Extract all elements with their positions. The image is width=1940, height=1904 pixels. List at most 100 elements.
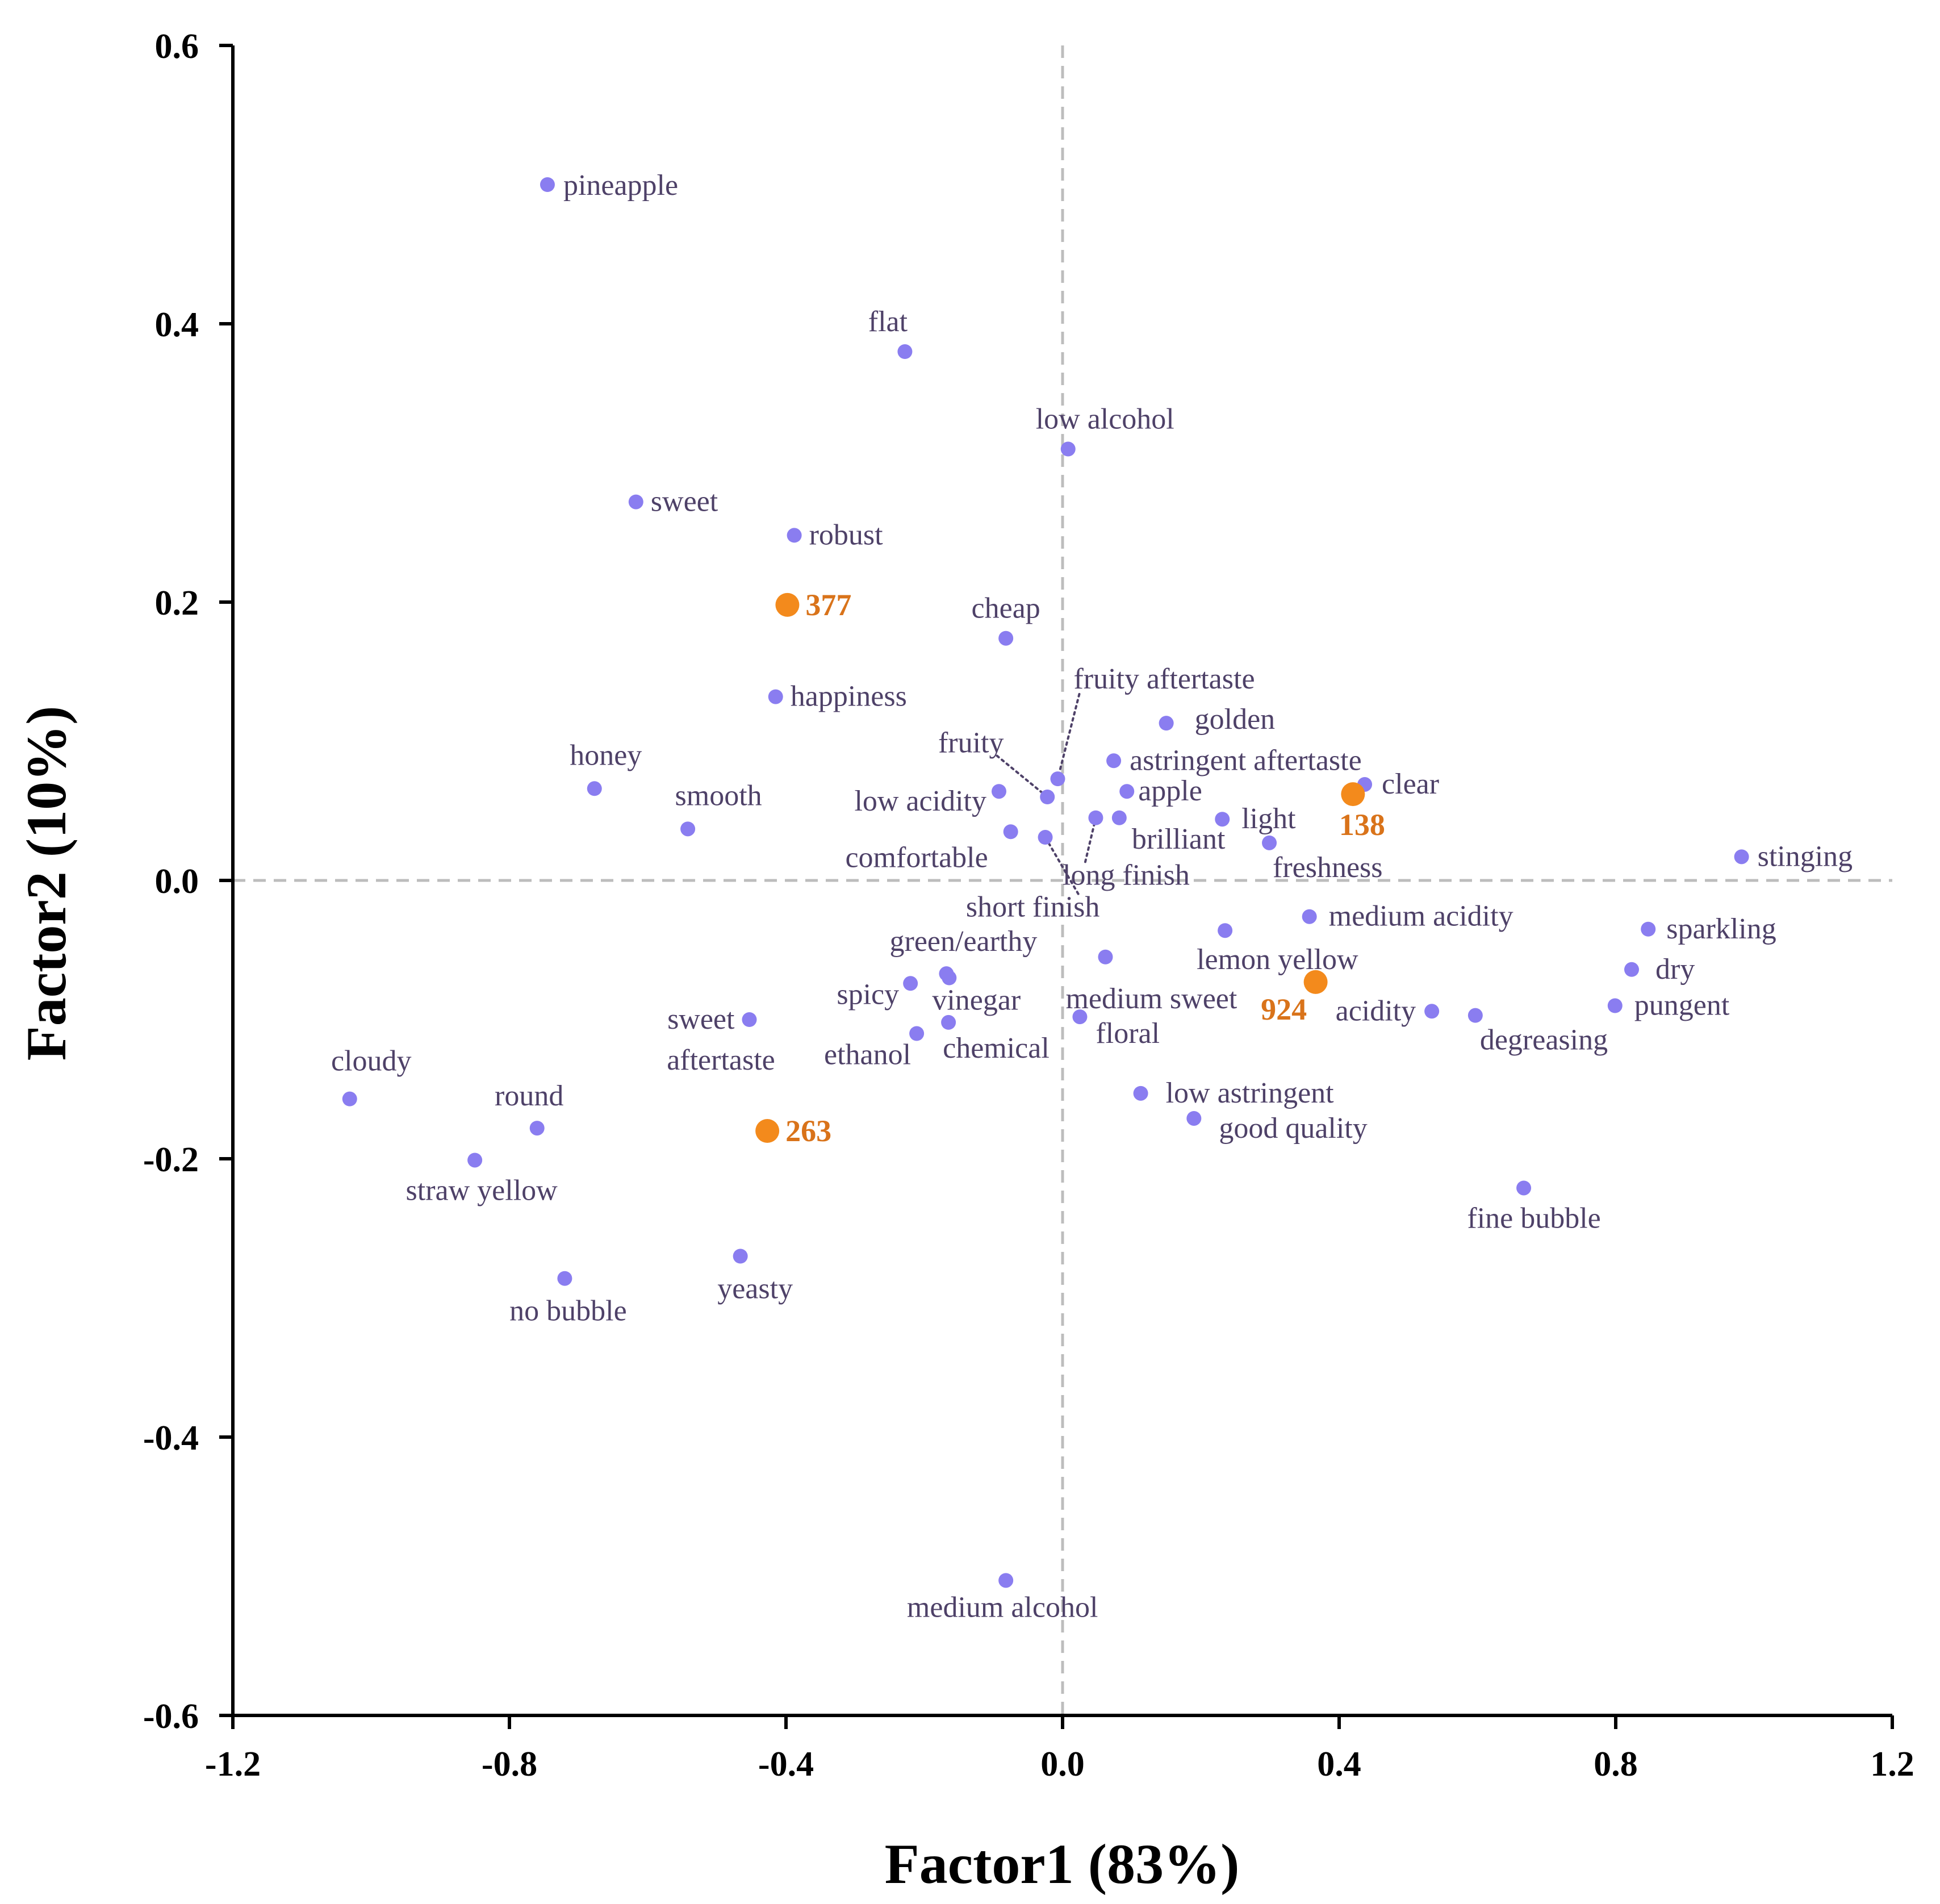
attribute-point (467, 1153, 483, 1168)
attribute-point (1119, 784, 1135, 799)
attribute-point (1186, 1110, 1202, 1126)
attribute-label: pineapple (563, 169, 678, 202)
y-tick-label: 0.4 (155, 306, 199, 344)
attribute-point (942, 970, 957, 986)
attribute-point (342, 1091, 357, 1107)
leader-line (1056, 692, 1081, 780)
attribute-point (628, 494, 643, 510)
attribute-label: medium alcohol (907, 1591, 1098, 1623)
attribute-point (1424, 1004, 1440, 1019)
attribute-label: straw yellow (406, 1174, 558, 1206)
attribute-point (897, 344, 913, 359)
sample-point (1341, 782, 1365, 807)
attribute-label: apple (1138, 775, 1202, 807)
attribute-point (991, 784, 1006, 799)
attribute-point (903, 976, 918, 991)
attribute-label: vinegar (932, 984, 1021, 1017)
attribute-label-line2: aftertaste (667, 1044, 775, 1076)
attribute-label: freshness (1273, 851, 1383, 884)
attribute-point (1624, 962, 1640, 977)
attribute-label: honey (570, 739, 642, 771)
attribute-label: light (1241, 803, 1296, 835)
attribute-label: low acidity (854, 785, 986, 817)
attribute-point (768, 689, 783, 704)
attribute-label: smooth (675, 779, 762, 812)
x-tick-label: -1.2 (205, 1745, 261, 1784)
sample-point (755, 1119, 780, 1143)
attribute-point (1641, 921, 1656, 937)
y-tick-label: 0.6 (155, 27, 199, 66)
attribute-label: green/earthy (890, 925, 1038, 958)
attribute-label: fine bubble (1467, 1202, 1600, 1234)
attribute-point (1111, 810, 1127, 825)
attribute-point (1516, 1180, 1532, 1196)
attribute-point (787, 528, 802, 543)
axes (219, 44, 1894, 1729)
attribute-point (1050, 771, 1065, 787)
attribute-label: round (495, 1080, 563, 1112)
attribute-point (1003, 824, 1018, 840)
attribute-point (909, 1026, 925, 1041)
attribute-label: cloudy (331, 1045, 412, 1078)
y-tick-label: -0.4 (143, 1419, 199, 1458)
attribute-label: sparkling (1666, 913, 1776, 945)
attribute-label: short finish (966, 891, 1099, 924)
attribute-label: good quality (1219, 1112, 1367, 1145)
x-tick-label: 1.2 (1870, 1745, 1914, 1784)
attribute-point (587, 781, 602, 796)
attribute-label: flat (868, 306, 908, 338)
attribute-label: acidity (1336, 995, 1416, 1027)
attribute-point (1098, 949, 1113, 964)
attribute-point (1218, 923, 1233, 938)
attribute-point (540, 177, 555, 192)
attribute-label: medium acidity (1329, 900, 1513, 933)
leader-line (1084, 816, 1097, 863)
attribute-point (1215, 812, 1230, 827)
attribute-point (1159, 716, 1174, 731)
attribute-label: lemon yellow (1197, 943, 1358, 976)
attribute-label: clear (1382, 768, 1439, 800)
attribute-label: no bubble (509, 1295, 627, 1327)
attribute-label: stinging (1758, 840, 1853, 872)
y-tick-label: 0.0 (155, 862, 199, 901)
leader-line (1044, 836, 1080, 895)
leader-lines (996, 692, 1097, 895)
sample-point (1303, 970, 1328, 994)
attribute-point (742, 1012, 757, 1027)
attribute-point (1262, 835, 1277, 850)
attribute-point (1040, 790, 1055, 804)
tick-labels: -1.2 -0.8 -0.4 0.0 0.4 0.8 1.2 0.6 0.4 0.2 0.0 -0.2… (143, 27, 1914, 1784)
attribute-point (1734, 849, 1749, 865)
reference-lines (233, 45, 1892, 1715)
x-tick-label: 0.0 (1040, 1745, 1085, 1784)
attribute-point (1607, 998, 1623, 1013)
x-tick-label: -0.4 (758, 1745, 814, 1784)
attribute-label: floral (1096, 1017, 1160, 1050)
attribute-label: happiness (791, 680, 907, 713)
y-axis-title: Factor2 (10%) (15, 706, 78, 1061)
attribute-label: low alcohol (1036, 403, 1174, 436)
attribute-labels: pineapple flat low alcohol sweet robust cheap… (331, 169, 1853, 1623)
attribute-point (1133, 1085, 1148, 1101)
attribute-point (557, 1271, 572, 1286)
attribute-label: sweet (667, 1003, 735, 1035)
attribute-label: long finish (1063, 859, 1190, 891)
attribute-label: chemical (943, 1032, 1050, 1064)
attribute-point (1088, 810, 1103, 825)
attribute-point (680, 821, 696, 837)
y-tick-label: -0.6 (143, 1697, 199, 1736)
attribute-label: comfortable (845, 841, 988, 874)
attribute-label: yeasty (717, 1273, 793, 1305)
attribute-label: ethanol (824, 1039, 911, 1071)
attribute-label: cheap (972, 592, 1040, 625)
attribute-label: robust (809, 519, 884, 551)
attribute-point (1072, 1009, 1088, 1025)
attribute-point (1060, 441, 1076, 457)
attribute-label: brilliant (1132, 823, 1226, 855)
attribute-label: sweet (651, 486, 718, 518)
sample-points (755, 592, 1365, 1143)
sample-label: 138 (1339, 808, 1385, 842)
leader-line (996, 754, 1049, 798)
attribute-label: fruity aftertaste (1073, 663, 1255, 695)
